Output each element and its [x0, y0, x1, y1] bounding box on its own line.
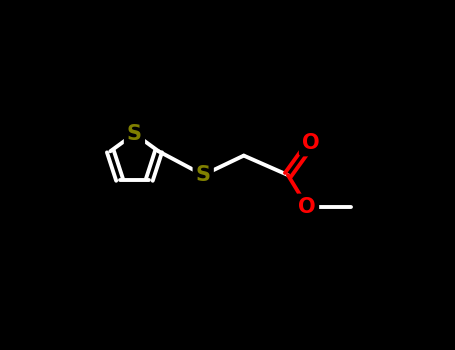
Text: S: S	[127, 124, 142, 144]
Text: S: S	[196, 165, 211, 185]
Text: O: O	[302, 133, 319, 153]
Text: O: O	[298, 197, 316, 217]
